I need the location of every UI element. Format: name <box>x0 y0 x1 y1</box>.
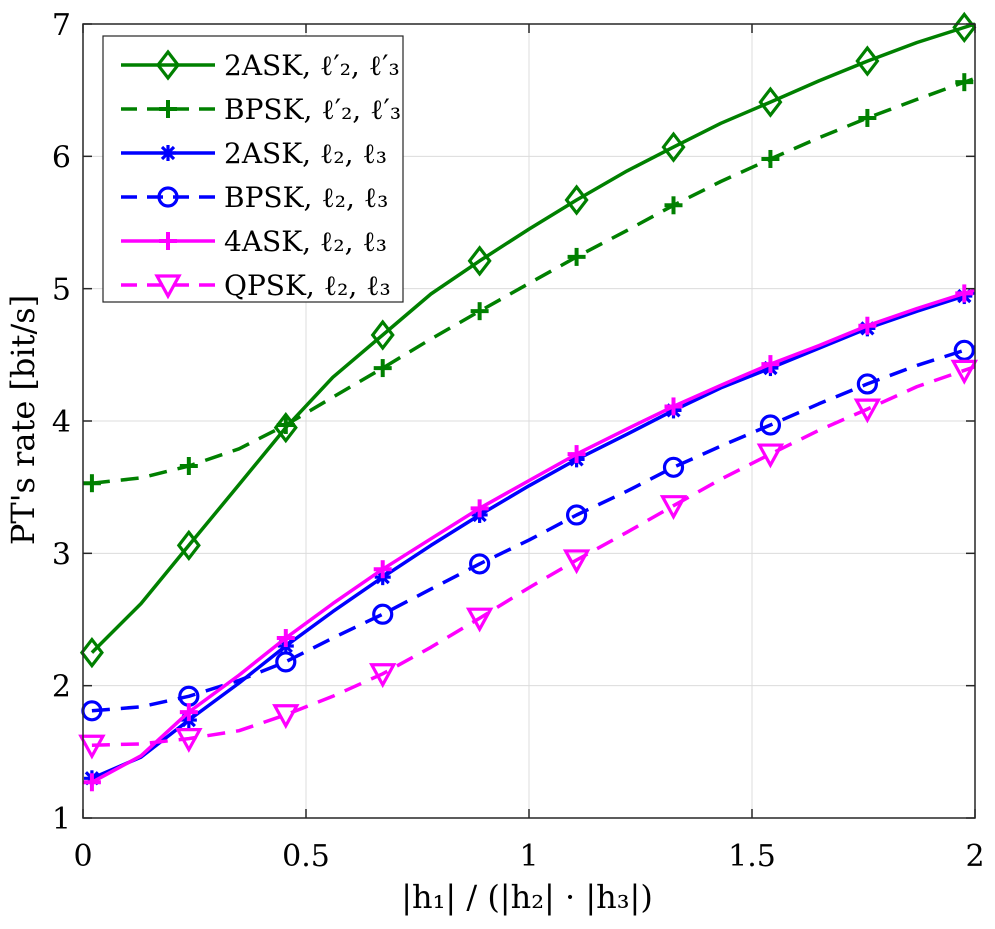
x-tick-label: 1 <box>519 839 538 874</box>
data-point <box>373 359 392 378</box>
data-point <box>369 663 397 689</box>
data-point <box>756 443 785 469</box>
legend-entry: 4ASK, ℓ₂, ℓ₃ <box>121 225 387 258</box>
series-layer <box>78 11 979 792</box>
y-tick-label: 4 <box>52 405 71 440</box>
series-1 <box>82 73 976 493</box>
y-tick-label: 1 <box>52 802 71 837</box>
data-point <box>275 651 297 673</box>
y-tick-label: 7 <box>52 8 71 43</box>
y-tick-label: 5 <box>52 273 71 308</box>
data-point <box>565 504 588 526</box>
x-tick-label: 1.5 <box>728 839 776 874</box>
data-point <box>272 704 300 730</box>
data-point <box>664 397 683 416</box>
data-point <box>853 398 882 424</box>
data-point <box>79 636 104 669</box>
data-point <box>175 727 203 753</box>
data-point <box>759 414 782 436</box>
tick-labels: 0 0.5 1 1.5 2 1 2 3 4 5 6 7 <box>52 8 985 874</box>
legend-label: QPSK, ℓ₂, ℓ₃ <box>224 269 391 302</box>
data-point <box>373 560 392 579</box>
legend-entry: BPSK, ℓ′₂, ℓ′₃ <box>121 93 401 126</box>
data-point <box>952 11 977 44</box>
legend-box <box>102 35 404 303</box>
legend-entry: 2ASK, ℓ′₂, ℓ′₃ <box>121 49 400 82</box>
series-4 <box>82 284 976 792</box>
data-point <box>950 359 979 385</box>
series-line <box>91 290 976 780</box>
data-point <box>564 184 589 216</box>
legend-label: BPSK, ℓ₂, ℓ₃ <box>224 181 388 214</box>
legend-label: 4ASK, ℓ₂, ℓ₃ <box>224 225 387 258</box>
data-point <box>855 45 880 77</box>
series-line <box>90 22 976 654</box>
legend-marker <box>159 232 177 250</box>
series-5 <box>78 359 979 760</box>
data-point <box>179 703 198 722</box>
data-point <box>758 86 783 118</box>
legend-marker <box>157 186 179 208</box>
legend-marker <box>154 274 182 300</box>
data-point <box>761 149 780 168</box>
x-tick-label: 2 <box>965 839 984 874</box>
data-point <box>276 629 295 648</box>
data-point <box>179 456 198 475</box>
legend-marker <box>155 49 181 81</box>
series-line <box>91 345 976 713</box>
data-point <box>276 415 295 434</box>
series-0 <box>79 11 977 669</box>
data-point <box>470 499 489 518</box>
y-tick-label: 2 <box>52 670 71 705</box>
data-point <box>78 734 106 760</box>
data-point <box>661 131 686 163</box>
data-point <box>955 284 974 303</box>
series-3 <box>81 339 976 722</box>
data-point <box>469 553 491 575</box>
data-point <box>659 495 688 521</box>
data-point <box>761 355 780 374</box>
data-point <box>370 319 395 351</box>
legend-entry: 2ASK, ℓ₂, ℓ₃ <box>121 137 387 170</box>
data-point <box>82 474 101 493</box>
series-line <box>91 365 976 747</box>
legend: 2ASK, ℓ′₂, ℓ′₃ BPSK, ℓ′₂, ℓ′₃ 2ASK, ℓ₂, ℓ₃… <box>102 35 404 303</box>
x-tick-label: 0.5 <box>282 839 330 874</box>
data-point <box>467 245 492 277</box>
data-point <box>858 316 877 335</box>
legend-entry: QPSK, ℓ₂, ℓ₃ <box>121 269 391 302</box>
legend-label: BPSK, ℓ′₂, ℓ′₃ <box>224 93 401 126</box>
data-point <box>664 196 683 215</box>
legend-label: 2ASK, ℓ₂, ℓ₃ <box>224 137 387 170</box>
y-tick-label: 3 <box>52 537 71 572</box>
legend-label: 2ASK, ℓ′₂, ℓ′₃ <box>224 49 400 82</box>
data-point <box>567 247 586 266</box>
data-point <box>953 339 975 361</box>
x-tick-label: 0 <box>73 839 92 874</box>
series-line <box>91 76 976 485</box>
data-point <box>662 456 685 478</box>
series-line <box>91 288 976 784</box>
data-point <box>465 607 494 633</box>
axes <box>82 23 976 819</box>
legend-entry: BPSK, ℓ₂, ℓ₃ <box>121 181 388 214</box>
y-axis-label: PT's rate [bit/s] <box>4 295 42 545</box>
data-point <box>82 773 101 792</box>
data-point <box>562 549 591 575</box>
data-point <box>176 529 201 562</box>
legend-marker <box>159 100 177 118</box>
data-point <box>856 373 878 395</box>
y-tick-label: 6 <box>52 140 71 175</box>
plot-frame <box>82 23 976 819</box>
data-point <box>372 603 394 625</box>
data-point <box>567 445 586 464</box>
x-axis-label: |h₁| / (|h₂| · |h₃|) <box>401 878 653 916</box>
data-point <box>858 108 877 127</box>
legend-marker <box>160 145 176 161</box>
data-point <box>955 73 974 92</box>
data-point <box>470 302 489 321</box>
